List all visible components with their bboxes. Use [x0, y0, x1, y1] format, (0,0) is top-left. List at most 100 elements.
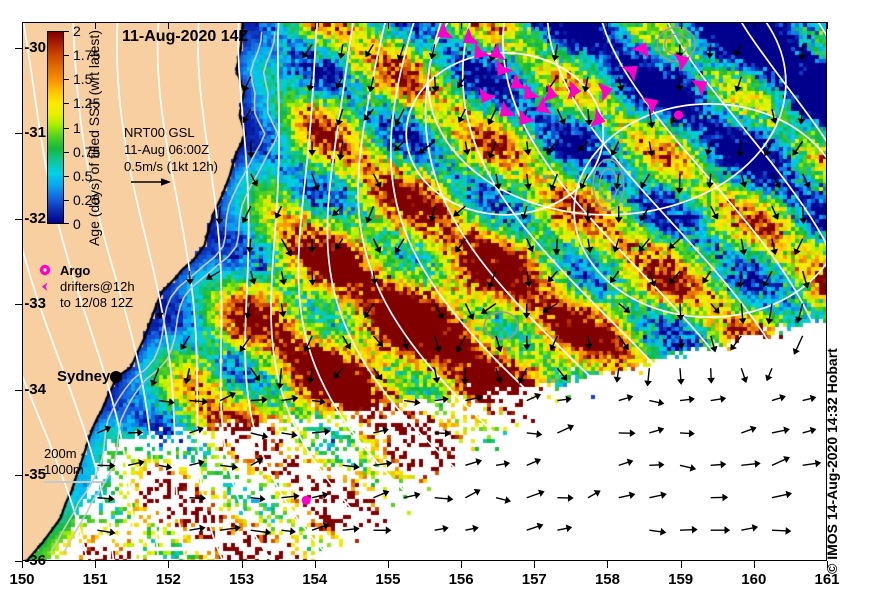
- velocity-vector-head: [401, 343, 410, 350]
- velocity-vector-head: [186, 278, 194, 285]
- velocity-vector-head: [670, 117, 677, 125]
- x-axis-label: 161: [814, 571, 840, 588]
- velocity-vector-head: [138, 459, 145, 467]
- x-axis-tick: [241, 22, 243, 29]
- velocity-vector-head: [809, 426, 817, 435]
- x-axis-label: 154: [302, 571, 328, 588]
- velocity-vector-head: [365, 50, 372, 58]
- velocity-vector-head: [261, 432, 269, 440]
- velocity-vector-head: [365, 216, 373, 224]
- velocity-vector-head: [558, 118, 566, 126]
- velocity-vector-head: [206, 273, 214, 280]
- velocity-vector-head: [276, 383, 284, 390]
- velocity-vector-head: [785, 490, 793, 499]
- ssh-contour: [667, 23, 826, 246]
- ssh-contour: [357, 23, 629, 560]
- velocity-vector-head: [306, 85, 315, 92]
- copyright-notice: © IMOS 14-Aug-2020 14:32 Hobart: [824, 348, 840, 574]
- colorbar-tick-label: 1.25: [73, 95, 101, 112]
- argo-float-icon: [39, 264, 51, 276]
- velocity-vector-head: [418, 147, 426, 154]
- velocity-vector-head: [579, 182, 587, 190]
- velocity-scale-arrow-icon: [131, 178, 171, 186]
- velocity-vector-head: [335, 82, 343, 90]
- velocity-vector-head: [549, 343, 557, 351]
- velocity-vector-head: [374, 246, 382, 254]
- drifter-marker: [690, 80, 708, 97]
- x-axis-tick: [607, 561, 609, 568]
- x-axis-label: 156: [448, 571, 474, 588]
- velocity-vector-head: [256, 458, 263, 465]
- velocity-vector-head: [523, 149, 532, 156]
- velocity-vector-head: [739, 249, 748, 256]
- velocity-vector-head: [720, 460, 727, 469]
- x-axis-tick: [387, 22, 389, 29]
- velocity-vector-head: [312, 184, 320, 192]
- velocity-vector-head: [155, 312, 164, 319]
- velocity-vector-head: [376, 340, 384, 348]
- depth-contour-sample-line: [44, 481, 106, 483]
- velocity-vector-head: [335, 119, 344, 126]
- velocity-vector-head: [198, 459, 205, 467]
- velocity-vector-head: [547, 275, 555, 283]
- colorbar-tick-label: 1: [73, 119, 81, 136]
- ssh-contour: [237, 23, 333, 560]
- velocity-vector-head: [792, 348, 800, 355]
- velocity-vector-head: [773, 181, 781, 189]
- legend-drifter-label-2: to 12/08 12Z: [60, 295, 133, 310]
- x-axis-tick: [314, 22, 316, 29]
- ssh-contour: [270, 23, 404, 560]
- velocity-vector-head: [259, 494, 266, 503]
- velocity-vector-head: [382, 426, 389, 435]
- ssh-contour: [23, 248, 115, 560]
- velocity-vector-head: [200, 494, 207, 503]
- velocity-vector-head: [712, 306, 720, 314]
- legend-row-drifters: drifters@12h to 12/08 12Z: [38, 279, 135, 311]
- velocity-vector-head: [527, 245, 535, 253]
- velocity-vector-head: [734, 49, 742, 57]
- velocity-vector-head: [363, 311, 371, 319]
- colorbar-tick: [64, 79, 69, 81]
- velocity-vector-head: [688, 429, 695, 438]
- depth-label-1000m: 1000m: [44, 462, 84, 477]
- ssh-contour: [116, 23, 187, 560]
- ssh-contour: [502, 23, 801, 560]
- velocity-vector-head: [197, 426, 204, 434]
- colorbar-tick-label: 0.75: [73, 143, 101, 160]
- x-axis-tick: [241, 561, 243, 568]
- velocity-vector-head: [434, 345, 442, 353]
- colorbar-tick-label: 0: [73, 216, 81, 232]
- x-axis-label: 158: [594, 571, 620, 588]
- drifter-marker: [462, 27, 480, 44]
- velocity-vector-head: [613, 376, 622, 383]
- velocity-vector-head: [749, 425, 757, 433]
- velocity-vector-head: [660, 491, 667, 499]
- velocity-vector-head: [367, 85, 375, 93]
- velocity-vector-head: [765, 374, 773, 382]
- argo-float-marker: [301, 495, 311, 505]
- colorbar-tick: [64, 127, 69, 129]
- ssh-contour: [23, 375, 89, 560]
- colorbar-tick-label: 1.5: [73, 71, 93, 88]
- ssh-contour: [741, 23, 826, 142]
- ssh-contour: [424, 23, 738, 560]
- depth-contour-legend: 200m 1000m: [44, 446, 84, 478]
- velocity-vector-head: [108, 494, 115, 503]
- x-axis-tick: [827, 22, 828, 29]
- ssh-contour: [546, 23, 823, 560]
- velocity-vector-head: [802, 281, 810, 289]
- x-axis-tick: [827, 561, 828, 568]
- velocity-vector-head: [247, 152, 255, 159]
- map-plot-area[interactable]: [22, 22, 827, 561]
- gsl-scale-line: 0.5m/s (1kt 12h): [124, 159, 218, 174]
- velocity-vector-head: [306, 377, 315, 384]
- velocity-vector-group: [97, 43, 822, 537]
- velocity-vector-head: [488, 55, 497, 62]
- y-axis-label: -36: [24, 552, 46, 569]
- velocity-vector-head: [707, 377, 715, 384]
- velocity-vector-head: [476, 394, 483, 402]
- velocity-vector-head: [626, 394, 634, 402]
- legend-row-argo: Argo: [38, 263, 135, 279]
- drifter-marker: [567, 80, 582, 100]
- marker-legend: Argo drifters@12h to 12/08 12Z: [38, 263, 135, 311]
